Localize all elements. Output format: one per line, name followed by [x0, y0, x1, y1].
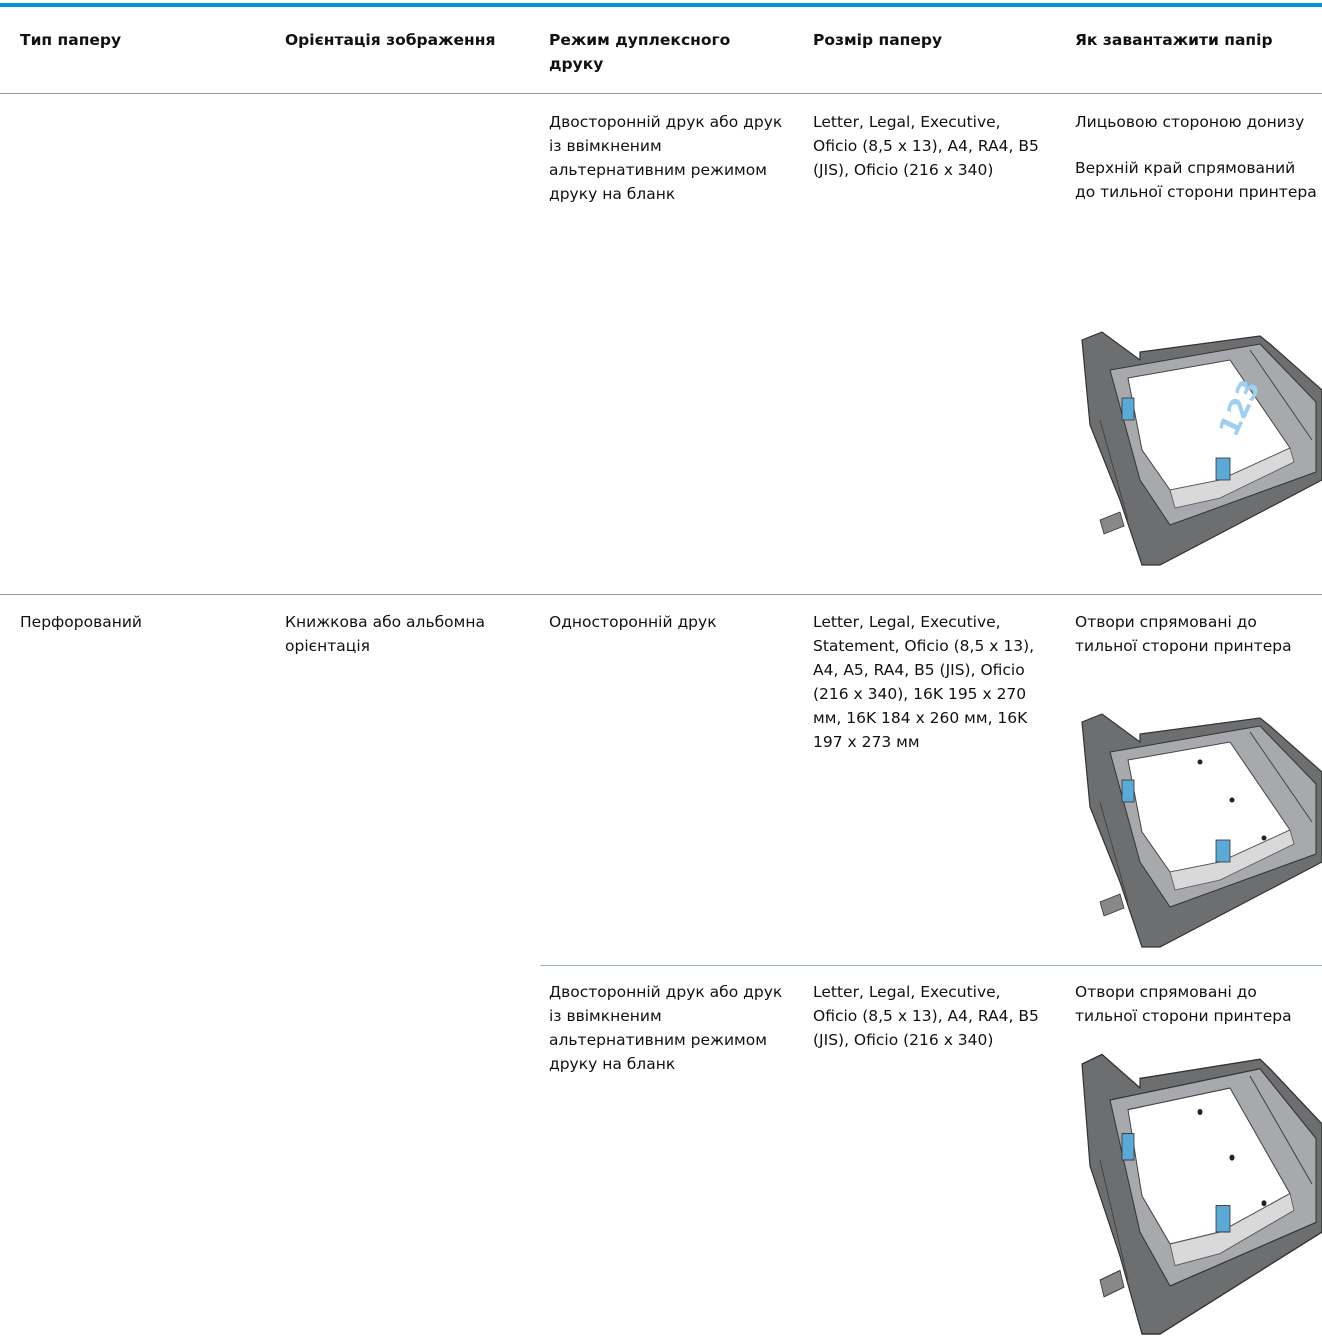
orientation: Книжкова або альбомна орієнтація	[285, 613, 485, 655]
column-header: Тип паперу	[20, 31, 122, 49]
tray-illustration	[1081, 713, 1322, 948]
tray-illustration	[1081, 1053, 1322, 1335]
loading-cell: Отвори спрямовані до тильної сторони при…	[1075, 610, 1320, 680]
paper-type: Перфорований	[20, 613, 143, 631]
subrow-rule	[540, 965, 1322, 966]
column-header: Як завантажити папір	[1075, 31, 1273, 49]
paper-size: Letter, Legal, Executive, Statement, Ofi…	[813, 613, 1035, 751]
header-rule	[0, 93, 1322, 94]
row-rule	[0, 594, 1322, 595]
loading-cell: Лицьовою стороною донизу Верхній край спр…	[1075, 110, 1320, 226]
top-bar	[0, 3, 1322, 7]
loading-text: Отвори спрямовані до тильної сторони при…	[1075, 983, 1292, 1025]
duplex-mode: Односторонній друк	[549, 613, 717, 631]
column-header: Розмір паперу	[813, 31, 943, 49]
duplex-mode: Двосторонній друк або друк із ввімкненим…	[549, 113, 783, 203]
paper-size: Letter, Legal, Executive, Oficio (8,5 x …	[813, 113, 1039, 179]
loading-text: Верхній край спрямований до тильної стор…	[1075, 159, 1317, 201]
loading-cell: Отвори спрямовані до тильної сторони при…	[1075, 980, 1320, 1050]
column-header: Режим дуплексного друку	[549, 31, 731, 73]
loading-text: Лицьовою стороною донизу	[1075, 113, 1305, 131]
column-header: Орієнтація зображення	[285, 31, 496, 49]
paper-size: Letter, Legal, Executive, Oficio (8,5 x …	[813, 983, 1039, 1049]
duplex-mode: Двосторонній друк або друк із ввімкненим…	[549, 983, 783, 1073]
loading-text: Отвори спрямовані до тильної сторони при…	[1075, 613, 1292, 655]
tray-illustration: 123	[1081, 331, 1322, 566]
